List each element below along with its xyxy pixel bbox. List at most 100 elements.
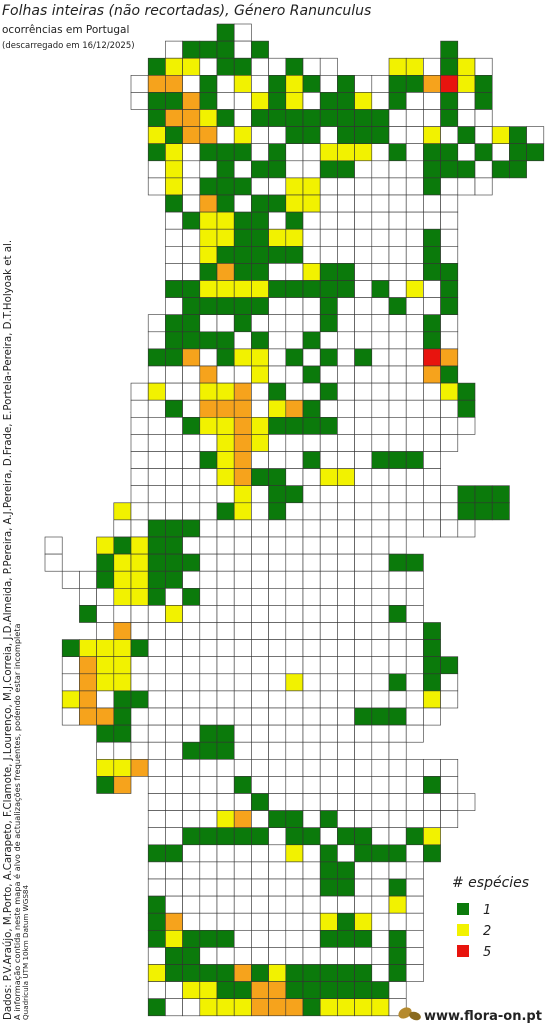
grid-cell bbox=[285, 485, 304, 504]
grid-cell bbox=[354, 947, 373, 965]
grid-cell bbox=[319, 75, 338, 93]
grid-cell bbox=[337, 758, 355, 777]
grid-cell bbox=[285, 912, 304, 931]
grid-cell bbox=[440, 263, 459, 281]
grid-cell bbox=[216, 502, 235, 521]
grid-cell bbox=[96, 690, 115, 709]
grid-cell bbox=[251, 844, 269, 863]
grid-cell bbox=[474, 75, 493, 93]
grid-cell bbox=[147, 741, 166, 760]
grid-cell bbox=[165, 143, 183, 162]
grid-cell bbox=[388, 810, 407, 828]
grid-cell bbox=[251, 947, 269, 965]
grid-cell bbox=[302, 365, 321, 384]
grid-cell bbox=[405, 177, 424, 196]
grid-cell bbox=[354, 160, 373, 179]
grid-cell bbox=[371, 587, 390, 606]
grid-cell bbox=[61, 570, 80, 589]
grid-cell bbox=[371, 485, 390, 504]
grid-cell bbox=[440, 57, 459, 76]
grid-cell bbox=[182, 399, 201, 418]
grid-cell bbox=[268, 399, 287, 418]
grid-cell bbox=[302, 605, 321, 623]
grid-cell bbox=[182, 827, 201, 846]
grid-cell bbox=[268, 177, 287, 196]
grid-cell bbox=[113, 519, 132, 538]
grid-cell bbox=[165, 844, 183, 863]
grid-cell bbox=[302, 861, 321, 880]
grid-cell bbox=[423, 758, 441, 777]
grid-cell bbox=[199, 177, 218, 196]
grid-cell bbox=[251, 194, 269, 213]
grid-cell bbox=[165, 246, 183, 264]
grid-cell bbox=[337, 263, 355, 281]
grid-cell bbox=[388, 912, 407, 931]
grid-cell bbox=[354, 126, 373, 144]
grid-cell bbox=[405, 810, 424, 828]
grid-cell bbox=[165, 451, 183, 469]
grid-cell bbox=[182, 639, 201, 657]
grid-cell bbox=[302, 109, 321, 127]
grid-cell bbox=[405, 878, 424, 897]
grid-cell bbox=[354, 570, 373, 589]
grid-cell bbox=[130, 75, 149, 93]
grid-cell bbox=[371, 998, 390, 1017]
grid-cell bbox=[216, 929, 235, 948]
grid-cell bbox=[268, 639, 287, 657]
grid-cell bbox=[199, 40, 218, 59]
grid-cell bbox=[233, 382, 252, 401]
grid-cell bbox=[354, 382, 373, 401]
grid-cell bbox=[302, 246, 321, 264]
grid-cell bbox=[182, 348, 201, 367]
grid-cell bbox=[268, 211, 287, 230]
grid-cell bbox=[474, 177, 493, 196]
grid-cell bbox=[354, 741, 373, 760]
grid-cell bbox=[233, 160, 252, 179]
grid-cell bbox=[405, 211, 424, 230]
grid-cell bbox=[388, 964, 407, 982]
grid-cell bbox=[388, 211, 407, 230]
grid-cell bbox=[405, 280, 424, 298]
grid-cell bbox=[165, 553, 183, 572]
site-url[interactable]: www.flora-on.pt bbox=[424, 1009, 542, 1024]
grid-cell bbox=[319, 451, 338, 469]
grid-cell bbox=[199, 160, 218, 179]
grid-cell bbox=[423, 793, 441, 811]
grid-cell bbox=[302, 707, 321, 726]
grid-cell bbox=[371, 810, 390, 828]
grid-cell bbox=[337, 776, 355, 794]
grid-cell bbox=[285, 434, 304, 452]
grid-cell bbox=[302, 964, 321, 982]
grid-cell bbox=[337, 912, 355, 931]
grid-cell bbox=[147, 981, 166, 999]
grid-cell bbox=[371, 382, 390, 401]
grid-cell bbox=[182, 981, 201, 999]
grid-cell bbox=[147, 502, 166, 521]
grid-cell bbox=[302, 553, 321, 572]
grid-cell bbox=[302, 143, 321, 162]
grid-cell bbox=[182, 724, 201, 743]
grid-cell bbox=[113, 622, 132, 640]
grid-cell bbox=[285, 211, 304, 230]
grid-cell bbox=[182, 656, 201, 675]
grid-cell bbox=[165, 605, 183, 623]
grid-cell bbox=[371, 468, 390, 487]
grid-cell bbox=[405, 126, 424, 144]
grid-cell bbox=[96, 741, 115, 760]
grid-cell bbox=[457, 126, 476, 144]
grid-cell bbox=[319, 776, 338, 794]
grid-cell bbox=[233, 143, 252, 162]
grid-cell bbox=[199, 605, 218, 623]
grid-cell bbox=[268, 758, 287, 777]
grid-cell bbox=[491, 502, 510, 521]
grid-cell bbox=[285, 502, 304, 521]
grid-cell bbox=[182, 536, 201, 555]
grid-cell bbox=[388, 895, 407, 914]
grid-cell bbox=[165, 416, 183, 435]
grid-cell bbox=[251, 895, 269, 914]
grid-cell bbox=[182, 741, 201, 760]
grid-cell bbox=[423, 451, 441, 469]
grid-cell bbox=[371, 776, 390, 794]
grid-cell bbox=[251, 143, 269, 162]
grid-cell bbox=[491, 126, 510, 144]
